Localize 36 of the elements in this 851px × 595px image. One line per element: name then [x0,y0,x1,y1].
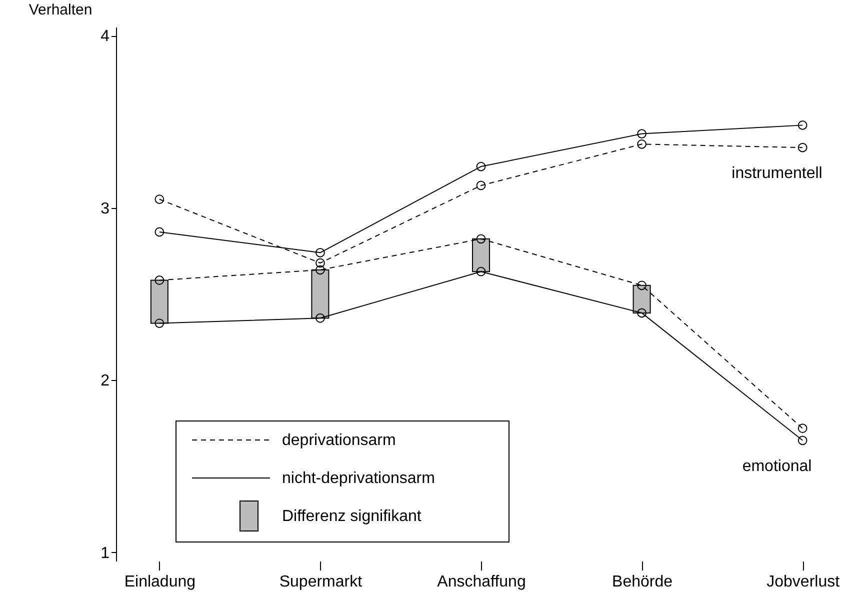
point [798,120,808,130]
point [637,129,646,138]
point [316,258,325,268]
point [476,162,486,172]
x-tick-label: Jobverlust [766,574,840,590]
y-axis-title: Verhalten [28,2,92,18]
point [637,280,646,290]
point [316,313,325,323]
legend-label: Differenz signifikant [282,508,422,525]
point [154,227,164,237]
point [637,308,646,318]
y-tick-label: 4 [100,28,110,46]
point [798,436,808,446]
bar [632,284,651,314]
x-tick-label: Supermarkt [279,574,363,590]
x-tick-label: Einladung [124,574,196,590]
point [476,266,486,276]
point [798,424,808,434]
point [476,234,486,244]
x-tick-label: Behörde [612,574,673,590]
point [316,248,325,258]
annotation: instrumentell [732,165,822,182]
point [154,194,164,204]
point [154,276,164,285]
y-tick-label: 1 [100,544,110,562]
point [154,318,164,328]
point [798,142,808,152]
point [637,139,646,149]
x-tick-label: Anschaffung [437,574,526,590]
point [316,265,325,275]
annotation: emotional [742,458,812,475]
y-tick-label: 3 [100,200,110,218]
y-tick-label: 2 [100,372,110,390]
legend-label: deprivationsarm [282,432,396,449]
point [476,180,486,190]
legend-label: nicht-deprivationsarm [282,470,435,487]
